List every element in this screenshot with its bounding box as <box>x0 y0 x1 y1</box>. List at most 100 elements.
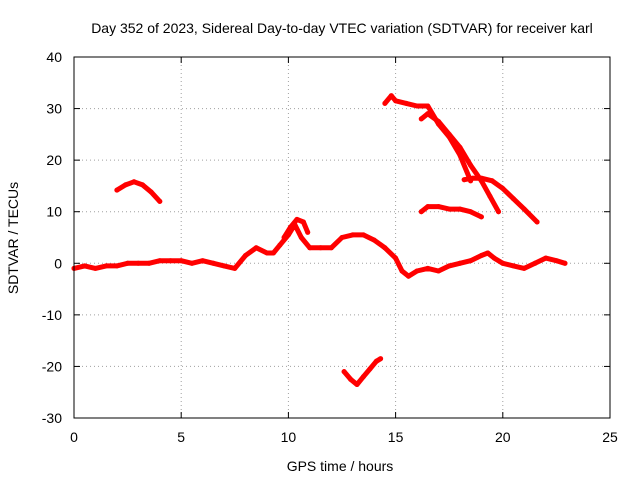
data-point <box>178 258 184 264</box>
data-point <box>436 204 441 210</box>
data-point <box>468 162 474 168</box>
data-point <box>350 232 356 238</box>
data-point <box>382 100 388 106</box>
data-point <box>307 245 313 251</box>
data-point <box>468 209 474 215</box>
data-point <box>264 250 270 256</box>
data-point <box>553 258 559 264</box>
data-point <box>189 260 195 266</box>
y-tick-label: -30 <box>42 410 62 426</box>
plot-frame <box>73 56 611 419</box>
data-point <box>399 268 405 274</box>
grid <box>74 57 610 418</box>
y-tick-label: -20 <box>42 358 62 374</box>
y-tick-label: 0 <box>54 255 62 271</box>
data-point <box>457 260 463 266</box>
data-point <box>341 369 347 375</box>
data-point <box>425 265 431 271</box>
y-axis-label: SDTVAR / TECUs <box>5 182 21 294</box>
data-point <box>305 229 311 235</box>
data-point <box>468 258 474 264</box>
data-point <box>232 265 238 271</box>
series-layer <box>71 93 568 387</box>
ticks: 0 5 10 15 20 25 -30 -20 -10 0 10 20 30 40 <box>42 49 618 445</box>
x-tick-label: 25 <box>602 429 618 445</box>
data-point <box>418 116 424 122</box>
y-tick-label: -10 <box>42 307 62 323</box>
x-tick-label: 5 <box>177 429 185 445</box>
data-point <box>146 260 152 266</box>
data-point <box>414 268 420 274</box>
data-point <box>123 182 128 188</box>
data-point <box>354 382 360 387</box>
data-point <box>511 196 516 202</box>
y-tick-label: 20 <box>46 152 62 168</box>
data-point <box>367 366 373 372</box>
data-point <box>339 235 345 240</box>
data-point <box>378 356 384 362</box>
data-point <box>221 263 227 269</box>
data-point <box>511 263 516 269</box>
data-point <box>318 245 324 251</box>
data-point <box>114 187 120 193</box>
data-point <box>496 209 501 215</box>
data-point <box>436 268 441 274</box>
data-point <box>393 98 399 104</box>
data-point <box>534 219 540 225</box>
x-tick-label: 10 <box>281 429 297 445</box>
data-point <box>348 376 354 382</box>
data-point <box>281 235 287 240</box>
data-point <box>200 258 206 264</box>
data-point <box>148 189 154 195</box>
x-tick-label: 15 <box>388 429 404 445</box>
data-point <box>393 255 399 261</box>
data-point <box>425 111 431 117</box>
chart-title: Day 352 of 2023, Sidereal Day-to-day VTE… <box>91 20 593 36</box>
x-axis-label: GPS time / hours <box>287 458 394 474</box>
x-tick-label: 0 <box>70 429 78 445</box>
data-point <box>521 265 527 271</box>
data-point <box>360 374 366 380</box>
data-point <box>300 219 306 225</box>
data-point <box>135 260 141 266</box>
data-point <box>82 263 88 269</box>
data-point <box>270 250 276 256</box>
y-tick-label: 40 <box>46 49 62 65</box>
data-point <box>478 214 484 220</box>
y-tick-label: 30 <box>46 101 62 117</box>
data-point <box>157 258 163 264</box>
data-point <box>562 260 568 266</box>
data-point <box>328 245 334 251</box>
data-point <box>457 144 463 150</box>
data-point <box>478 253 484 258</box>
data-point <box>243 253 248 258</box>
data-point <box>131 179 137 185</box>
data-point <box>168 258 173 264</box>
x-tick-label: 20 <box>495 429 511 445</box>
data-point <box>403 100 409 106</box>
data-point <box>543 255 549 261</box>
data-point <box>425 204 431 210</box>
data-point <box>92 265 98 271</box>
data-point <box>489 178 495 184</box>
series-high-descending-a <box>382 93 474 184</box>
data-point <box>491 255 497 261</box>
data-point <box>500 186 506 191</box>
data-point <box>425 103 431 109</box>
data-point <box>446 263 452 269</box>
data-point <box>446 131 452 137</box>
data-point <box>382 245 388 251</box>
data-point <box>446 206 452 212</box>
data-point <box>436 119 441 124</box>
data-point <box>478 175 484 181</box>
data-point <box>360 232 366 238</box>
data-point <box>288 224 293 230</box>
y-tick-label: 10 <box>46 204 62 220</box>
data-point <box>418 209 424 215</box>
data-point <box>487 193 493 199</box>
data-point <box>414 103 420 109</box>
data-point <box>103 263 109 269</box>
data-point <box>521 206 527 212</box>
data-point <box>532 260 538 266</box>
